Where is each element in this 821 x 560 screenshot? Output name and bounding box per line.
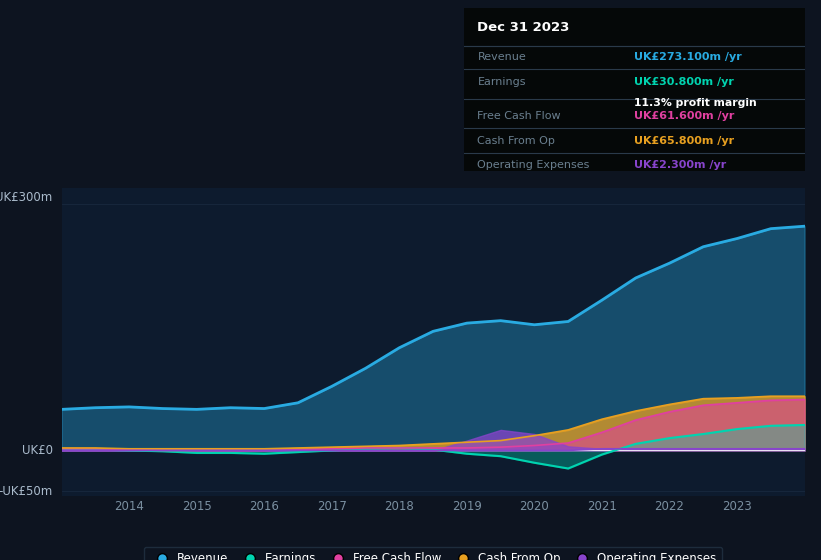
Text: Earnings: Earnings (478, 77, 526, 87)
Text: Revenue: Revenue (478, 52, 526, 62)
Text: UK£273.100m /yr: UK£273.100m /yr (635, 52, 742, 62)
Text: UK£0: UK£0 (21, 444, 53, 457)
Text: UK£61.600m /yr: UK£61.600m /yr (635, 110, 735, 120)
Text: Free Cash Flow: Free Cash Flow (478, 110, 561, 120)
Text: Operating Expenses: Operating Expenses (478, 160, 589, 170)
Text: UK£65.800m /yr: UK£65.800m /yr (635, 136, 734, 146)
Legend: Revenue, Earnings, Free Cash Flow, Cash From Op, Operating Expenses: Revenue, Earnings, Free Cash Flow, Cash … (144, 547, 722, 560)
Text: UK£30.800m /yr: UK£30.800m /yr (635, 77, 734, 87)
Text: 11.3% profit margin: 11.3% profit margin (635, 99, 757, 109)
Text: Dec 31 2023: Dec 31 2023 (478, 21, 570, 34)
Text: -UK£50m: -UK£50m (0, 485, 53, 498)
Text: UK£2.300m /yr: UK£2.300m /yr (635, 160, 727, 170)
Text: Cash From Op: Cash From Op (478, 136, 555, 146)
Text: UK£300m: UK£300m (0, 191, 53, 204)
